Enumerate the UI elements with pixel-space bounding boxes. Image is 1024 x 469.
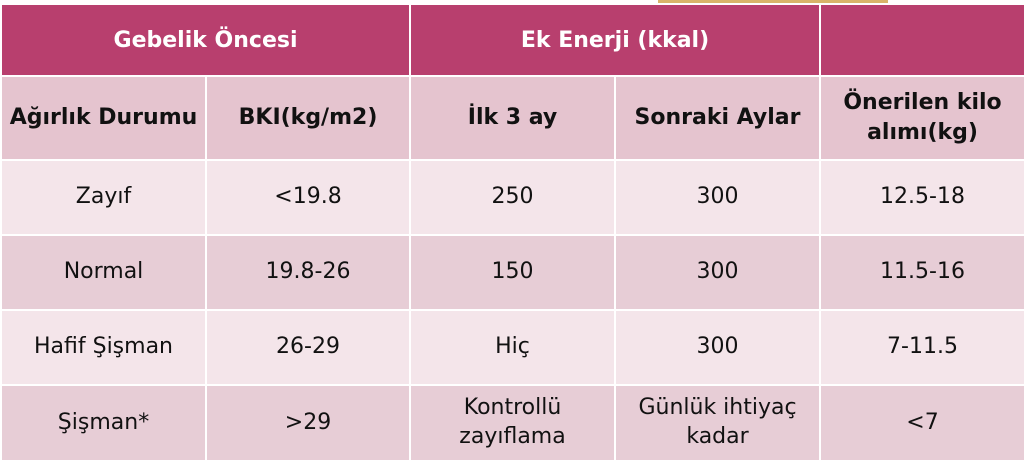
cell-bmi: <19.8 — [204, 159, 412, 236]
column-header-first-3-months: İlk 3 ay — [409, 75, 617, 161]
cell-bmi: 26-29 — [204, 309, 412, 386]
cell-recommended-gain: <7 — [819, 384, 1024, 462]
cell-recommended-gain: 11.5-16 — [819, 234, 1024, 311]
cell-later-months: 300 — [614, 234, 822, 311]
column-header-weight-status: Ağırlık Durumu — [0, 75, 207, 161]
table-row: Normal 19.8-26 150 300 11.5-16 — [0, 234, 1024, 311]
cell-first-3-months: 150 — [409, 234, 617, 311]
cell-later-months: 300 — [614, 309, 822, 386]
pregnancy-weight-energy-table: Gebelik Öncesi Ek Enerji (kkal) Ağırlık … — [0, 3, 1024, 462]
table-row: Şişman* >29 Kontrollü zayıflama Günlük i… — [0, 384, 1024, 462]
cell-recommended-gain: 7-11.5 — [819, 309, 1024, 386]
header-empty — [819, 3, 1024, 77]
table-row: Hafif Şişman 26-29 Hiç 300 7-11.5 — [0, 309, 1024, 386]
table-row: Zayıf <19.8 250 300 12.5-18 — [0, 159, 1024, 236]
cell-weight-status: Zayıf — [0, 159, 207, 236]
column-header-later-months: Sonraki Aylar — [614, 75, 822, 161]
cell-recommended-gain: 12.5-18 — [819, 159, 1024, 236]
group-header-row: Gebelik Öncesi Ek Enerji (kkal) — [0, 3, 1024, 77]
cell-later-months: Günlük ihtiyaç kadar — [614, 384, 822, 462]
cell-bmi: >29 — [204, 384, 412, 462]
cell-bmi: 19.8-26 — [204, 234, 412, 311]
cell-first-3-months: 250 — [409, 159, 617, 236]
decorative-image-strip — [658, 0, 888, 3]
cell-later-months: 300 — [614, 159, 822, 236]
column-header-bmi: BKI(kg/m2) — [204, 75, 412, 161]
column-header-row: Ağırlık Durumu BKI(kg/m2) İlk 3 ay Sonra… — [0, 75, 1024, 161]
header-extra-energy: Ek Enerji (kkal) — [409, 3, 822, 77]
cell-weight-status: Şişman* — [0, 384, 207, 462]
cell-weight-status: Normal — [0, 234, 207, 311]
header-pre-pregnancy: Gebelik Öncesi — [0, 3, 412, 77]
cell-first-3-months: Kontrollü zayıflama — [409, 384, 617, 462]
cell-first-3-months: Hiç — [409, 309, 617, 386]
column-header-recommended-gain: Önerilen kilo alımı(kg) — [819, 75, 1024, 161]
cell-weight-status: Hafif Şişman — [0, 309, 207, 386]
